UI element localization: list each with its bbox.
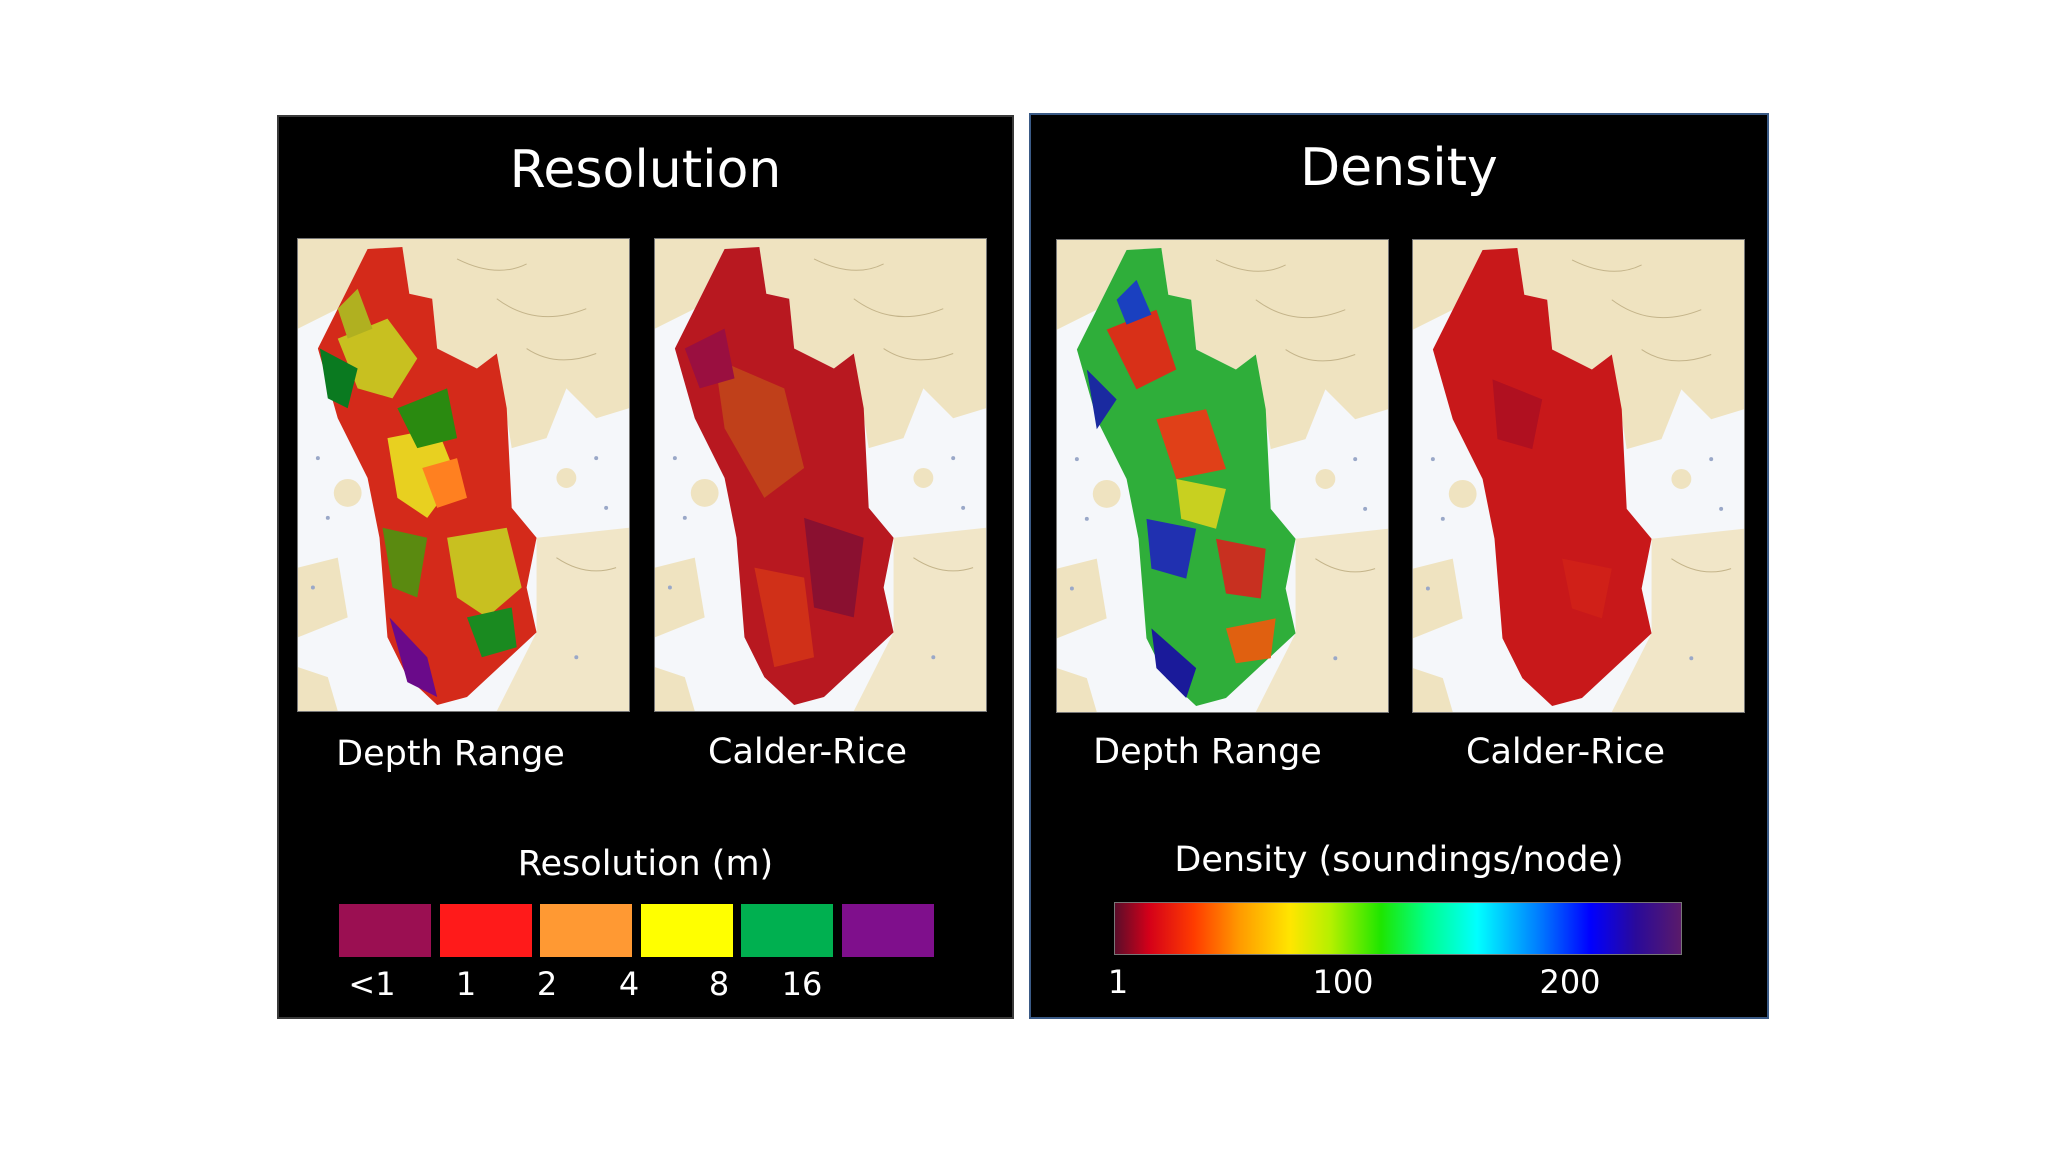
resolution-swatch-4	[641, 904, 733, 957]
resolution-legend-title: Resolution (m)	[517, 844, 774, 884]
resolution-swatch-1	[440, 904, 532, 957]
resolution-tick: 8	[708, 965, 730, 1003]
density-calder-rice-map	[1412, 239, 1745, 713]
resolution-depth-range-map	[297, 238, 630, 712]
resolution-swatch-lt1	[339, 904, 431, 957]
density-depth-range-label: Depth Range	[1093, 732, 1322, 772]
density-depth-range-map	[1056, 239, 1389, 713]
resolution-tick: 1	[455, 965, 477, 1003]
resolution-tick: 4	[618, 965, 640, 1003]
density-title: Density	[1300, 138, 1498, 198]
resolution-calder-rice-label: Calder-Rice	[708, 732, 907, 772]
resolution-tick: 2	[536, 965, 558, 1003]
resolution-tick: <1	[348, 965, 396, 1003]
resolution-title: Resolution	[509, 140, 782, 200]
resolution-swatch-2	[540, 904, 632, 957]
resolution-depth-range-label: Depth Range	[336, 734, 565, 774]
density-tick: 100	[1312, 963, 1374, 1001]
resolution-panel: Resolution Depth Range Calder-Rice	[277, 115, 1014, 1019]
resolution-calder-rice-map	[654, 238, 987, 712]
resolution-tick: 16	[781, 965, 823, 1003]
density-color-bar	[1114, 902, 1682, 955]
density-legend-title: Density (soundings/node)	[1174, 840, 1624, 880]
resolution-swatch-16	[842, 904, 934, 957]
density-tick: 200	[1539, 963, 1601, 1001]
density-calder-rice-label: Calder-Rice	[1466, 732, 1665, 772]
density-tick: 1	[1107, 963, 1129, 1001]
resolution-swatch-8	[741, 904, 833, 957]
density-panel: Density Depth Range Calder-Rice Density …	[1029, 113, 1769, 1019]
